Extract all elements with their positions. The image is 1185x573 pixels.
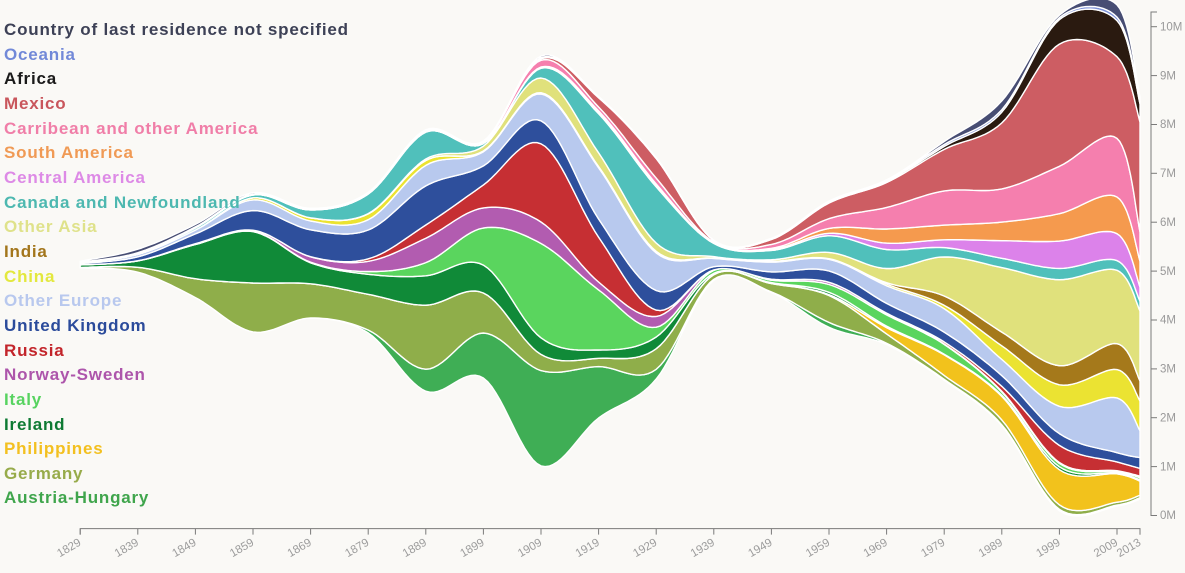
svg-text:2M: 2M (1160, 412, 1176, 424)
svg-text:1829: 1829 (55, 537, 83, 560)
svg-text:1989: 1989 (977, 537, 1005, 560)
svg-text:1879: 1879 (343, 537, 371, 560)
svg-text:5M: 5M (1160, 266, 1176, 278)
svg-text:1939: 1939 (689, 537, 717, 560)
svg-text:7M: 7M (1160, 168, 1176, 180)
svg-text:1999: 1999 (1034, 537, 1062, 560)
svg-text:2013: 2013 (1115, 537, 1143, 560)
svg-text:3M: 3M (1160, 364, 1176, 376)
svg-text:1899: 1899 (458, 537, 486, 560)
svg-text:1839: 1839 (113, 537, 141, 560)
svg-text:9M: 9M (1160, 70, 1176, 82)
svg-text:1M: 1M (1160, 461, 1176, 473)
svg-text:1969: 1969 (862, 537, 890, 560)
svg-text:1979: 1979 (919, 537, 947, 560)
svg-text:1859: 1859 (228, 537, 256, 560)
svg-text:0M: 0M (1160, 510, 1176, 522)
svg-text:6M: 6M (1160, 217, 1176, 229)
svg-text:1929: 1929 (631, 537, 659, 560)
svg-text:1909: 1909 (516, 537, 544, 560)
svg-text:4M: 4M (1160, 315, 1176, 327)
svg-text:1849: 1849 (170, 537, 198, 560)
svg-text:1889: 1889 (401, 537, 429, 560)
svg-text:1869: 1869 (286, 537, 314, 560)
svg-text:1949: 1949 (746, 537, 774, 560)
svg-text:8M: 8M (1160, 119, 1176, 131)
svg-text:10M: 10M (1160, 21, 1182, 33)
svg-text:1919: 1919 (574, 537, 602, 560)
svg-text:1959: 1959 (804, 537, 832, 560)
